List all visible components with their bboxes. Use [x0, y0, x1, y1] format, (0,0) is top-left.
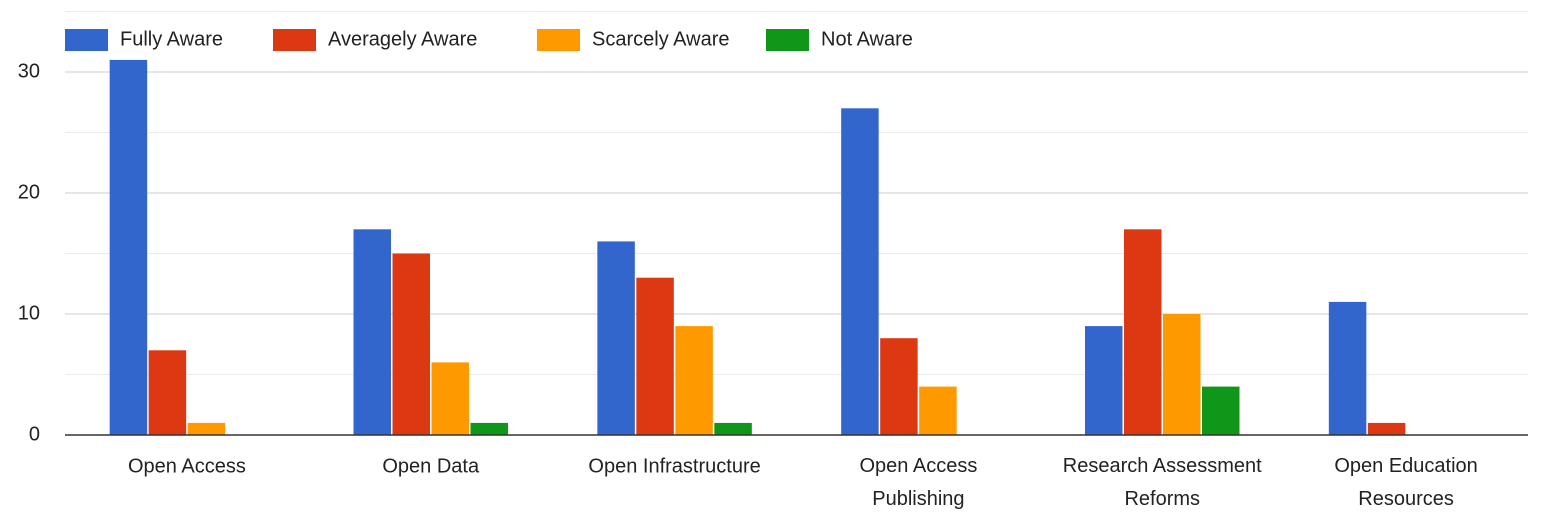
- bar: [880, 338, 918, 435]
- bar: [353, 229, 391, 435]
- bar: [187, 422, 226, 435]
- bar: [1328, 301, 1367, 435]
- y-tick-label: 20: [18, 181, 40, 203]
- legend-label: Scarcely Aware: [592, 28, 729, 50]
- y-tick-label: 0: [29, 423, 40, 445]
- bar: [1163, 314, 1201, 435]
- x-tick-label: Research Assessment Reforms: [1063, 455, 1262, 510]
- legend-label: Not Aware: [821, 28, 913, 50]
- y-tick-label: 30: [18, 60, 40, 82]
- bar: [597, 241, 635, 435]
- legend-swatch: [537, 29, 580, 51]
- x-tick-label: Open Infrastructure: [588, 455, 760, 477]
- bar: [1085, 326, 1123, 435]
- bar: [675, 326, 713, 435]
- x-tick-label: Open Access Publishing: [859, 455, 977, 510]
- bar: [148, 350, 187, 435]
- bar: [919, 386, 957, 435]
- legend-swatch: [273, 29, 316, 51]
- x-tick-label: Open Education Resources: [1334, 455, 1477, 510]
- bar: [109, 59, 148, 436]
- legend-label: Fully Aware: [120, 28, 223, 50]
- bar: [392, 253, 430, 435]
- legend-swatch: [766, 29, 809, 51]
- bar: [1124, 229, 1162, 435]
- bar: [431, 362, 469, 435]
- bar: [636, 277, 674, 435]
- bar: [1367, 422, 1406, 435]
- y-tick-label: 10: [18, 302, 40, 324]
- legend-label: Averagely Aware: [328, 28, 477, 50]
- x-tick-label: Open Data: [382, 455, 480, 477]
- bar: [841, 108, 879, 436]
- legend-swatch: [65, 29, 108, 51]
- bar: [1202, 386, 1240, 435]
- bar: [470, 422, 508, 435]
- x-tick-label: Open Access: [128, 455, 246, 477]
- bar: [714, 422, 752, 435]
